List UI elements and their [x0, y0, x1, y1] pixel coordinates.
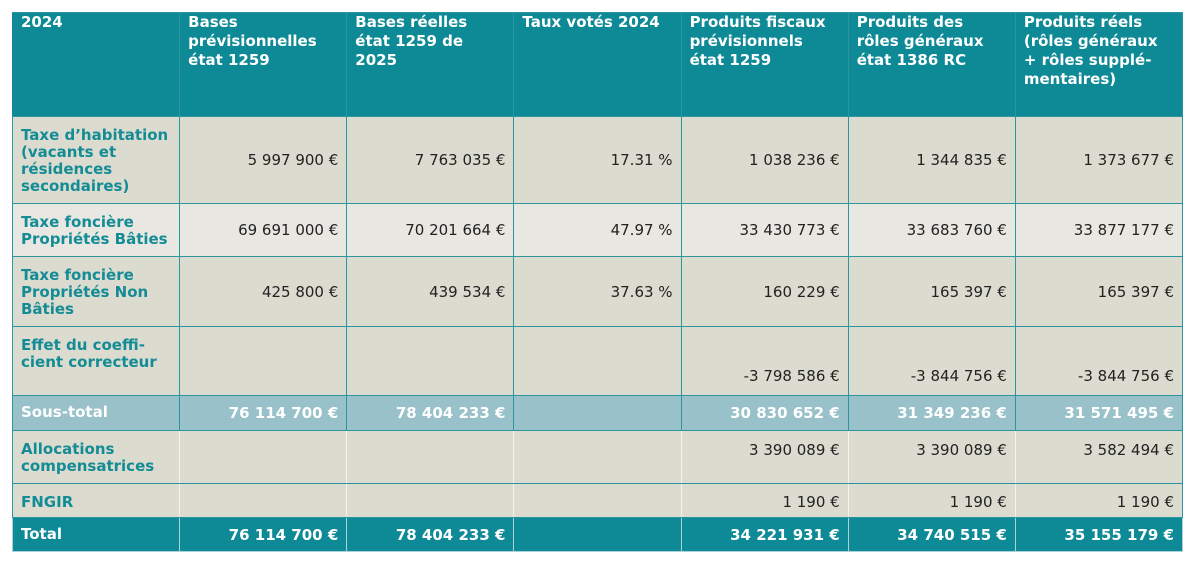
- cell-bases-reelles: 78 404 233 €: [346, 395, 515, 431]
- cell-produits-roles: 33 683 760 €: [847, 203, 1016, 257]
- cell-produits-reels: 165 397 €: [1014, 256, 1184, 327]
- row-label: Total: [11, 517, 181, 552]
- table-row-taxe-habitation: Taxe d’habitation (vacants et résidences…: [11, 116, 1184, 204]
- cell-produits-reels: 1 373 677 €: [1014, 116, 1184, 204]
- cell-bases-reelles: 7 763 035 €: [346, 116, 515, 204]
- row-label: Taxe foncière Propriétés Bâties: [11, 203, 181, 257]
- cell-bases-previsionnelles: 76 114 700 €: [179, 517, 348, 552]
- header-taux-votes: Taux votés 2024: [513, 12, 682, 117]
- cell-bases-previsionnelles: 5 997 900 €: [179, 116, 348, 204]
- table-row-taxe-fonciere-non-baties: Taxe foncière Propriétés Non Bâties 425 …: [11, 256, 1184, 327]
- cell-produits-previsionnels: 160 229 €: [680, 256, 849, 327]
- header-produits-roles-generaux: Produits des rôles généraux état 1386 RC: [847, 12, 1016, 117]
- cell-taux: 47.97 %: [513, 203, 682, 257]
- cell-taux: [513, 483, 682, 518]
- cell-taux: 37.63 %: [513, 256, 682, 327]
- header-produits-fiscaux-previsionnels: Produits fiscaux prévisionnels état 1259: [680, 12, 849, 117]
- cell-produits-reels: -3 844 756 €: [1014, 326, 1184, 396]
- cell-produits-roles: 31 349 236 €: [847, 395, 1016, 431]
- table-row-taxe-fonciere-baties: Taxe foncière Propriétés Bâties 69 691 0…: [11, 203, 1184, 257]
- fiscal-table: 2024 Bases prévisionnelles état 1259 Bas…: [11, 12, 1184, 552]
- cell-bases-reelles: [346, 483, 515, 518]
- cell-produits-previsionnels: 1 038 236 €: [680, 116, 849, 204]
- row-label: Allocations compensatrices: [11, 430, 181, 484]
- cell-bases-previsionnelles: [179, 326, 348, 396]
- cell-produits-roles: -3 844 756 €: [847, 326, 1016, 396]
- cell-produits-previsionnels: 30 830 652 €: [680, 395, 849, 431]
- cell-bases-previsionnelles: 69 691 000 €: [179, 203, 348, 257]
- table-row-total: Total 76 114 700 € 78 404 233 € 34 221 9…: [11, 517, 1184, 552]
- cell-produits-previsionnels: 34 221 931 €: [680, 517, 849, 552]
- cell-bases-reelles: [346, 430, 515, 484]
- table-row-effet-coefficient: Effet du coeffi-cient correcteur -3 798 …: [11, 326, 1184, 396]
- cell-bases-previsionnelles: 425 800 €: [179, 256, 348, 327]
- row-label: Taxe foncière Propriétés Non Bâties: [11, 256, 181, 327]
- cell-taux: [513, 395, 682, 431]
- cell-bases-reelles: 70 201 664 €: [346, 203, 515, 257]
- cell-produits-previsionnels: -3 798 586 €: [680, 326, 849, 396]
- row-label: Sous-total: [11, 395, 181, 431]
- cell-produits-roles: 3 390 089 €: [847, 430, 1016, 484]
- cell-bases-reelles: 439 534 €: [346, 256, 515, 327]
- cell-produits-reels: 31 571 495 €: [1014, 395, 1184, 431]
- cell-produits-roles: 34 740 515 €: [847, 517, 1016, 552]
- cell-bases-previsionnelles: 76 114 700 €: [179, 395, 348, 431]
- cell-bases-reelles: 78 404 233 €: [346, 517, 515, 552]
- cell-bases-previsionnelles: [179, 483, 348, 518]
- cell-bases-previsionnelles: [179, 430, 348, 484]
- row-label: Taxe d’habitation (vacants et résidences…: [11, 116, 181, 204]
- cell-produits-previsionnels: 3 390 089 €: [680, 430, 849, 484]
- header-produits-reels: Produits réels (rôles généraux + rôles s…: [1014, 12, 1184, 117]
- table-row-fngir: FNGIR 1 190 € 1 190 € 1 190 €: [11, 483, 1184, 518]
- cell-taux: [513, 326, 682, 396]
- table-row-sous-total: Sous-total 76 114 700 € 78 404 233 € 30 …: [11, 395, 1184, 431]
- header-row: 2024 Bases prévisionnelles état 1259 Bas…: [11, 12, 1184, 117]
- table-row-allocations: Allocations compensatrices 3 390 089 € 3…: [11, 430, 1184, 484]
- cell-taux: 17.31 %: [513, 116, 682, 204]
- cell-taux: [513, 430, 682, 484]
- cell-produits-roles: 1 190 €: [847, 483, 1016, 518]
- cell-produits-reels: 35 155 179 €: [1014, 517, 1184, 552]
- cell-produits-reels: 1 190 €: [1014, 483, 1184, 518]
- row-label: Effet du coeffi-cient correcteur: [11, 326, 181, 396]
- cell-produits-roles: 1 344 835 €: [847, 116, 1016, 204]
- cell-produits-previsionnels: 1 190 €: [680, 483, 849, 518]
- cell-produits-reels: 33 877 177 €: [1014, 203, 1184, 257]
- cell-produits-previsionnels: 33 430 773 €: [680, 203, 849, 257]
- cell-taux: [513, 517, 682, 552]
- row-label: FNGIR: [11, 483, 181, 518]
- header-bases-reelles: Bases réelles état 1259 de 2025: [346, 12, 515, 117]
- cell-produits-roles: 165 397 €: [847, 256, 1016, 327]
- header-bases-previsionnelles: Bases prévisionnelles état 1259: [179, 12, 348, 117]
- header-year: 2024: [11, 12, 181, 117]
- cell-produits-reels: 3 582 494 €: [1014, 430, 1184, 484]
- cell-bases-reelles: [346, 326, 515, 396]
